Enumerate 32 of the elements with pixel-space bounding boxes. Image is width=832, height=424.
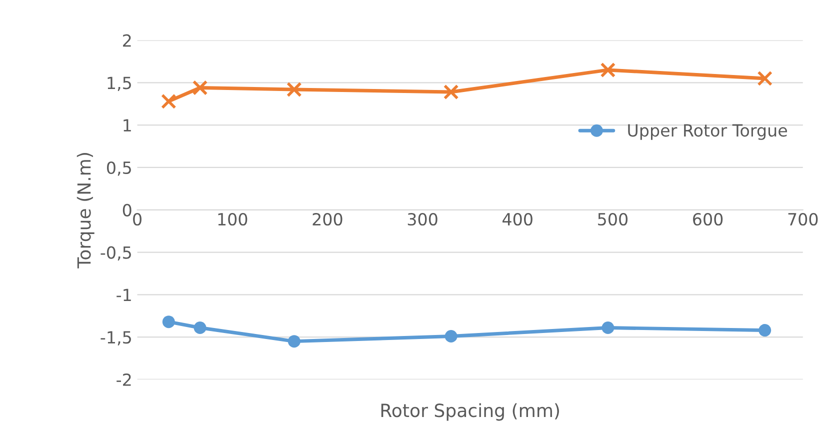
point [192, 80, 208, 96]
y-tick-label: 1 [124, 119, 131, 132]
x-tick-label: 0 [133, 212, 142, 226]
point [443, 84, 459, 100]
point [757, 70, 772, 86]
x-tick-label: 400 [502, 212, 532, 226]
legend-label: Upper Rotor Torgue [628, 124, 787, 140]
x-tick-label: 700 [788, 212, 818, 226]
point [162, 316, 175, 328]
y-tick-label: 0,5 [107, 161, 131, 176]
y-tick-label: 2 [123, 34, 131, 47]
point [288, 335, 300, 348]
y-tick-label: -2 [116, 373, 131, 386]
y-tick-label: -0,5 [100, 246, 131, 261]
x-tick-label: 500 [598, 212, 628, 226]
point [602, 322, 614, 334]
point [194, 322, 206, 334]
x-tick-label: 600 [693, 212, 723, 226]
x-tick-label: 300 [408, 212, 438, 226]
point [758, 324, 772, 337]
point [161, 94, 176, 109]
x-tick-label: 200 [312, 212, 342, 226]
point [286, 82, 302, 98]
y-tick-label: -1 [116, 288, 131, 302]
x-axis-title: Rotor Spacing (mm) [381, 403, 559, 421]
point [444, 330, 458, 342]
y-axis-title: Torque (N.m) [76, 153, 94, 268]
y-tick-label: 0 [122, 204, 132, 216]
y-tick-label: 1,5 [108, 76, 131, 91]
x-tick-label: 100 [218, 212, 248, 226]
point [600, 62, 616, 78]
y-tick-label: -1,5 [100, 331, 131, 346]
